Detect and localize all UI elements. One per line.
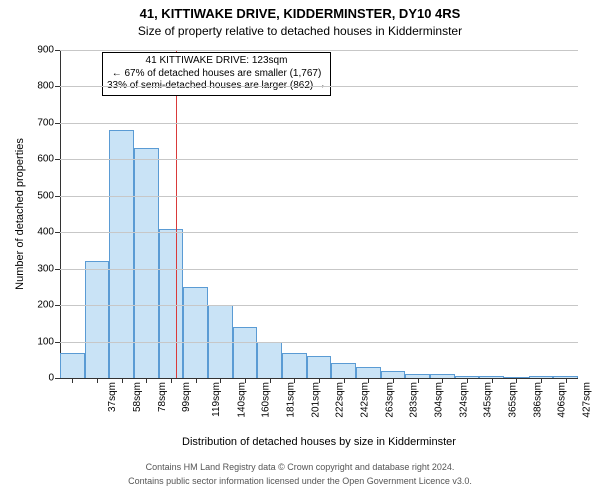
histogram-chart: 41, KITTIWAKE DRIVE, KIDDERMINSTER, DY10… (0, 0, 600, 500)
x-axis-label: Distribution of detached houses by size … (60, 436, 578, 448)
y-tick-label: 800 (37, 81, 60, 92)
x-tick-label: 119sqm (211, 382, 222, 417)
x-tick-label: 242sqm (360, 382, 371, 418)
x-tick-mark (220, 378, 221, 383)
x-tick-mark (442, 378, 443, 383)
x-tick-mark (319, 378, 320, 383)
x-tick-mark (566, 378, 567, 383)
x-tick-label: 181sqm (286, 382, 297, 418)
x-tick-label: 222sqm (335, 382, 346, 418)
bar (60, 353, 85, 379)
y-tick-label: 500 (37, 190, 60, 201)
bar (331, 363, 356, 378)
footer-line-2: Contains public sector information licen… (0, 476, 600, 486)
x-tick-mark (492, 378, 493, 383)
x-tick-label: 263sqm (384, 382, 395, 418)
x-tick-mark (467, 378, 468, 383)
reference-line (176, 50, 177, 378)
bar (85, 261, 110, 378)
x-tick-mark (196, 378, 197, 383)
bar (381, 371, 406, 378)
x-tick-mark (418, 378, 419, 383)
y-tick-label: 900 (37, 45, 60, 56)
x-tick-label: 283sqm (409, 382, 420, 418)
x-tick-label: 427sqm (582, 382, 593, 418)
grid-line (60, 305, 578, 306)
plot-area: 41 KITTIWAKE DRIVE: 123sqm ← 67% of deta… (60, 50, 578, 378)
x-tick-label: 78sqm (157, 382, 168, 412)
x-tick-label: 304sqm (434, 382, 445, 418)
x-tick-mark (72, 378, 73, 383)
x-tick-mark (294, 378, 295, 383)
chart-subtitle: Size of property relative to detached ho… (0, 24, 600, 38)
x-tick-label: 58sqm (132, 382, 143, 412)
y-tick-label: 300 (37, 263, 60, 274)
annotation-line-2: ← 67% of detached houses are smaller (1,… (107, 68, 326, 81)
y-axis-label: Number of detached properties (14, 50, 26, 378)
x-tick-mark (245, 378, 246, 383)
y-tick-label: 600 (37, 154, 60, 165)
bar (134, 148, 159, 378)
bar (356, 367, 381, 378)
x-tick-mark (516, 378, 517, 383)
bar (159, 229, 184, 378)
x-tick-label: 99sqm (181, 382, 192, 412)
y-tick-label: 0 (48, 373, 60, 384)
x-tick-mark (270, 378, 271, 383)
x-tick-mark (146, 378, 147, 383)
grid-line (60, 269, 578, 270)
y-tick-label: 700 (37, 117, 60, 128)
x-tick-label: 345sqm (483, 382, 494, 418)
x-tick-mark (171, 378, 172, 383)
x-tick-label: 386sqm (532, 382, 543, 418)
chart-title: 41, KITTIWAKE DRIVE, KIDDERMINSTER, DY10… (0, 6, 600, 21)
grid-line (60, 123, 578, 124)
y-tick-label: 100 (37, 336, 60, 347)
bar (282, 353, 307, 379)
x-tick-label: 201sqm (310, 382, 321, 418)
bar (257, 342, 282, 378)
bar (233, 327, 258, 378)
x-tick-label: 406sqm (557, 382, 568, 418)
y-tick-label: 200 (37, 300, 60, 311)
grid-line (60, 50, 578, 51)
x-tick-mark (541, 378, 542, 383)
x-tick-mark (344, 378, 345, 383)
grid-line (60, 86, 578, 87)
grid-line (60, 159, 578, 160)
annotation-line-1: 41 KITTIWAKE DRIVE: 123sqm (107, 55, 326, 68)
x-tick-mark (393, 378, 394, 383)
x-tick-label: 37sqm (107, 382, 118, 412)
x-tick-mark (368, 378, 369, 383)
y-tick-label: 400 (37, 227, 60, 238)
grid-line (60, 196, 578, 197)
x-tick-label: 324sqm (458, 382, 469, 418)
grid-line (60, 342, 578, 343)
bar (307, 356, 332, 378)
x-tick-label: 160sqm (261, 382, 272, 418)
bars-container (60, 50, 578, 378)
footer-line-1: Contains HM Land Registry data © Crown c… (0, 462, 600, 472)
annotation-box: 41 KITTIWAKE DRIVE: 123sqm ← 67% of deta… (102, 52, 331, 96)
grid-line (60, 232, 578, 233)
x-tick-mark (97, 378, 98, 383)
x-tick-label: 365sqm (508, 382, 519, 418)
x-tick-mark (122, 378, 123, 383)
x-tick-label: 140sqm (236, 382, 247, 418)
bar (183, 287, 208, 378)
